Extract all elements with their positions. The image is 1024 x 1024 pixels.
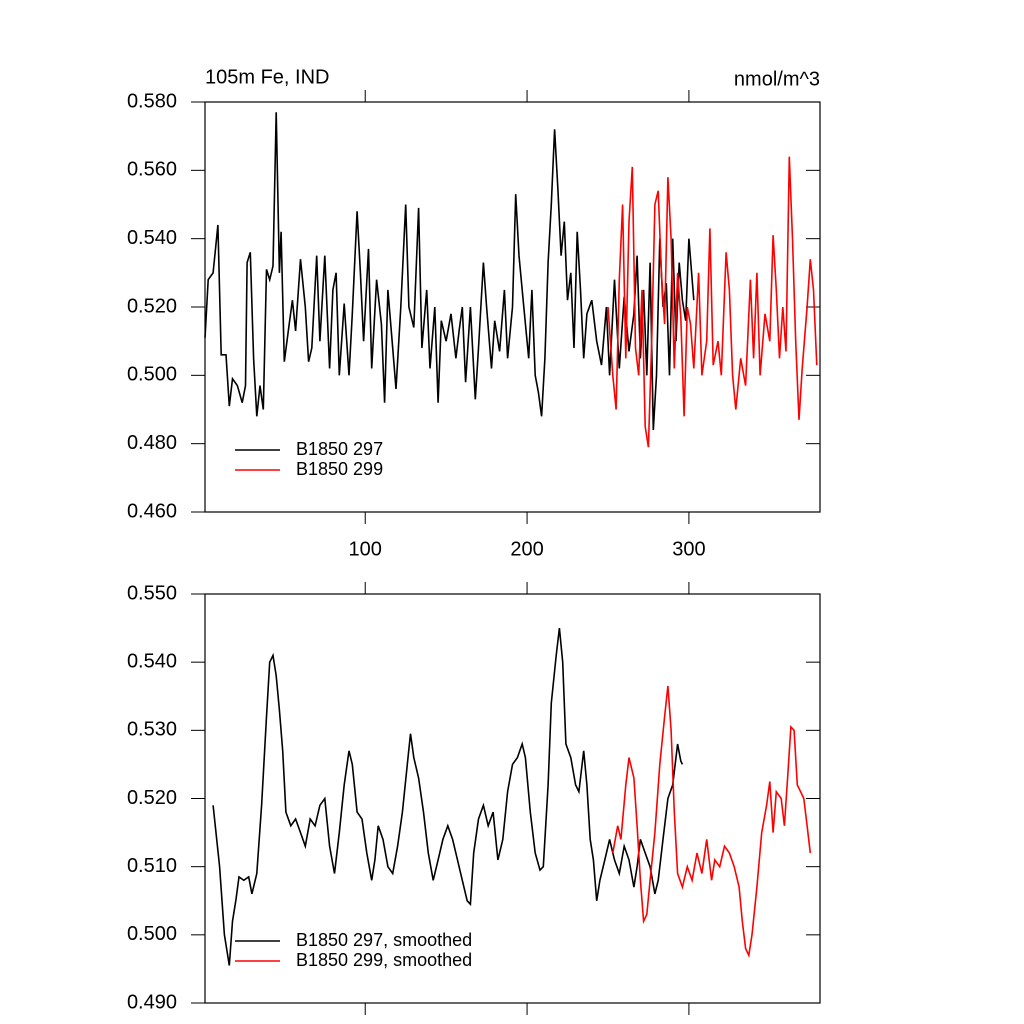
y-tick-label: 0.560 xyxy=(127,159,177,181)
legend-label: B1850 299 xyxy=(296,459,383,479)
x-tick-label: 100 xyxy=(349,538,382,560)
y-tick-label: 0.490 xyxy=(127,991,177,1013)
legend-label: B1850 297, smoothed xyxy=(296,930,472,950)
y-tick-label: 0.530 xyxy=(127,719,177,741)
y-tick-label: 0.500 xyxy=(127,364,177,386)
series-line xyxy=(204,112,695,431)
y-tick-label: 0.540 xyxy=(127,650,177,672)
legend-label: B1850 299, smoothed xyxy=(296,950,472,970)
x-tick-label: 300 xyxy=(672,538,705,560)
y-tick-label: 0.460 xyxy=(127,500,177,522)
units-label: nmol/m^3 xyxy=(734,68,820,90)
y-tick-label: 0.510 xyxy=(127,855,177,877)
y-tick-label: 0.520 xyxy=(127,295,177,317)
series-line xyxy=(607,156,818,448)
x-tick-label: 200 xyxy=(510,538,543,560)
series-line xyxy=(212,628,684,966)
y-tick-label: 0.540 xyxy=(127,227,177,249)
y-tick-label: 0.480 xyxy=(127,432,177,454)
y-tick-label: 0.500 xyxy=(127,923,177,945)
y-tick-label: 0.520 xyxy=(127,787,177,809)
y-tick-label: 0.580 xyxy=(127,90,177,112)
y-tick-label: 0.550 xyxy=(127,582,177,604)
legend-label: B1850 297 xyxy=(296,439,383,459)
chart-title: 105m Fe, IND xyxy=(205,66,329,88)
series-line xyxy=(612,685,812,959)
